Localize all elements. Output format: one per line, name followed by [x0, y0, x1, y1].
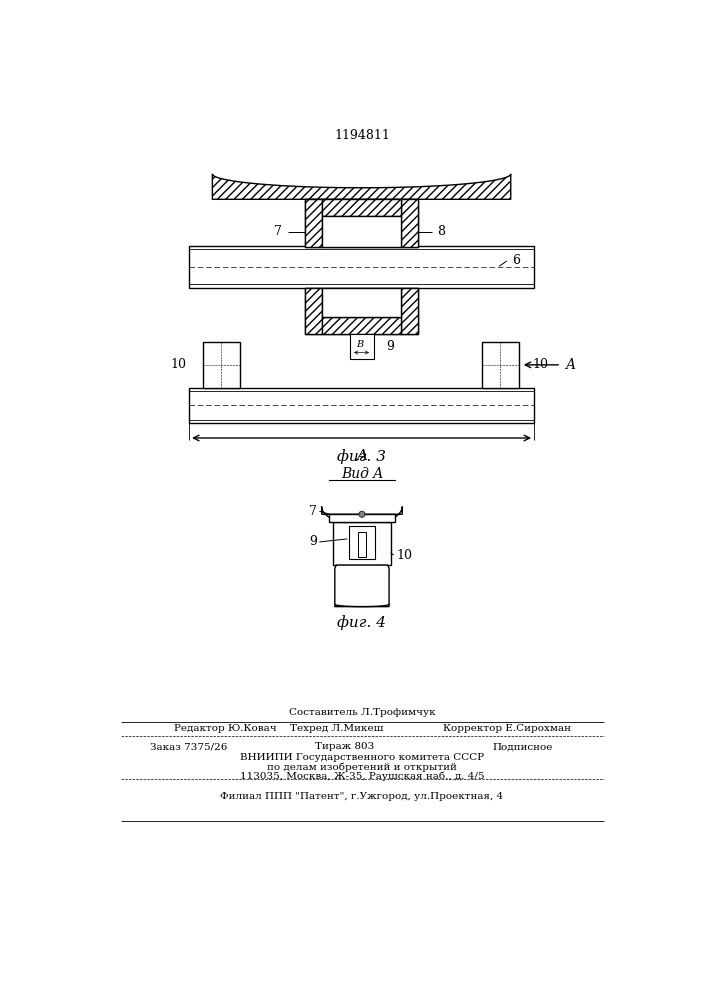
Bar	[322, 288, 401, 317]
Bar	[189, 388, 534, 423]
Text: Техред Л.Микеш: Техред Л.Микеш	[290, 724, 383, 733]
Text: Тираж 803: Тираж 803	[315, 742, 374, 751]
Text: ВНИИПИ Государственного комитета СССР: ВНИИПИ Государственного комитета СССР	[240, 753, 484, 762]
Bar	[322, 216, 401, 247]
Text: 6: 6	[513, 254, 520, 267]
Bar	[349, 526, 375, 559]
Text: 7: 7	[274, 225, 282, 238]
Text: B: B	[356, 340, 363, 349]
Bar	[189, 246, 534, 288]
Text: Корректор Е.Сирохман: Корректор Е.Сирохман	[443, 724, 571, 733]
Text: 9: 9	[387, 340, 395, 353]
Bar	[401, 199, 418, 247]
Bar	[401, 288, 418, 334]
Polygon shape	[212, 174, 510, 199]
Text: 10: 10	[532, 358, 549, 371]
Text: 10: 10	[170, 358, 186, 371]
Text: L: L	[358, 218, 366, 228]
Bar	[305, 288, 322, 334]
Text: фиг. 4: фиг. 4	[337, 615, 387, 630]
Bar	[305, 199, 322, 247]
Bar	[322, 199, 401, 216]
Text: 10: 10	[397, 549, 413, 562]
Bar	[349, 334, 373, 359]
Bar	[322, 317, 401, 334]
Text: 113035, Москва, Ж-35, Раушская наб., д. 4/5: 113035, Москва, Ж-35, Раушская наб., д. …	[240, 771, 484, 781]
Text: Редактор Ю.Ковач: Редактор Ю.Ковач	[174, 724, 276, 733]
Bar	[203, 342, 240, 388]
Text: по делам изобретений и открытий: по делам изобретений и открытий	[267, 762, 457, 772]
Bar	[358, 532, 366, 557]
Bar	[329, 514, 395, 522]
Text: Вид A: Вид A	[341, 467, 383, 481]
Text: Филиал ППП "Патент", г.Ужгород, ул.Проектная, 4: Филиал ППП "Патент", г.Ужгород, ул.Проек…	[221, 792, 503, 801]
Circle shape	[359, 511, 365, 517]
Text: Составитель Л.Трофимчук: Составитель Л.Трофимчук	[288, 708, 436, 717]
Bar	[482, 342, 518, 388]
Text: 1194811: 1194811	[334, 129, 390, 142]
Bar	[333, 522, 391, 565]
Text: 8: 8	[437, 225, 445, 238]
Text: Подписное: Подписное	[492, 742, 553, 751]
Text: A: A	[356, 449, 367, 463]
Text: A: A	[565, 358, 575, 372]
Text: 9: 9	[309, 535, 317, 548]
Text: 7: 7	[309, 505, 317, 518]
Polygon shape	[322, 507, 402, 525]
Polygon shape	[335, 565, 389, 607]
Text: Заказ 7375/26: Заказ 7375/26	[151, 742, 228, 751]
Text: фиг. 3: фиг. 3	[337, 449, 387, 464]
